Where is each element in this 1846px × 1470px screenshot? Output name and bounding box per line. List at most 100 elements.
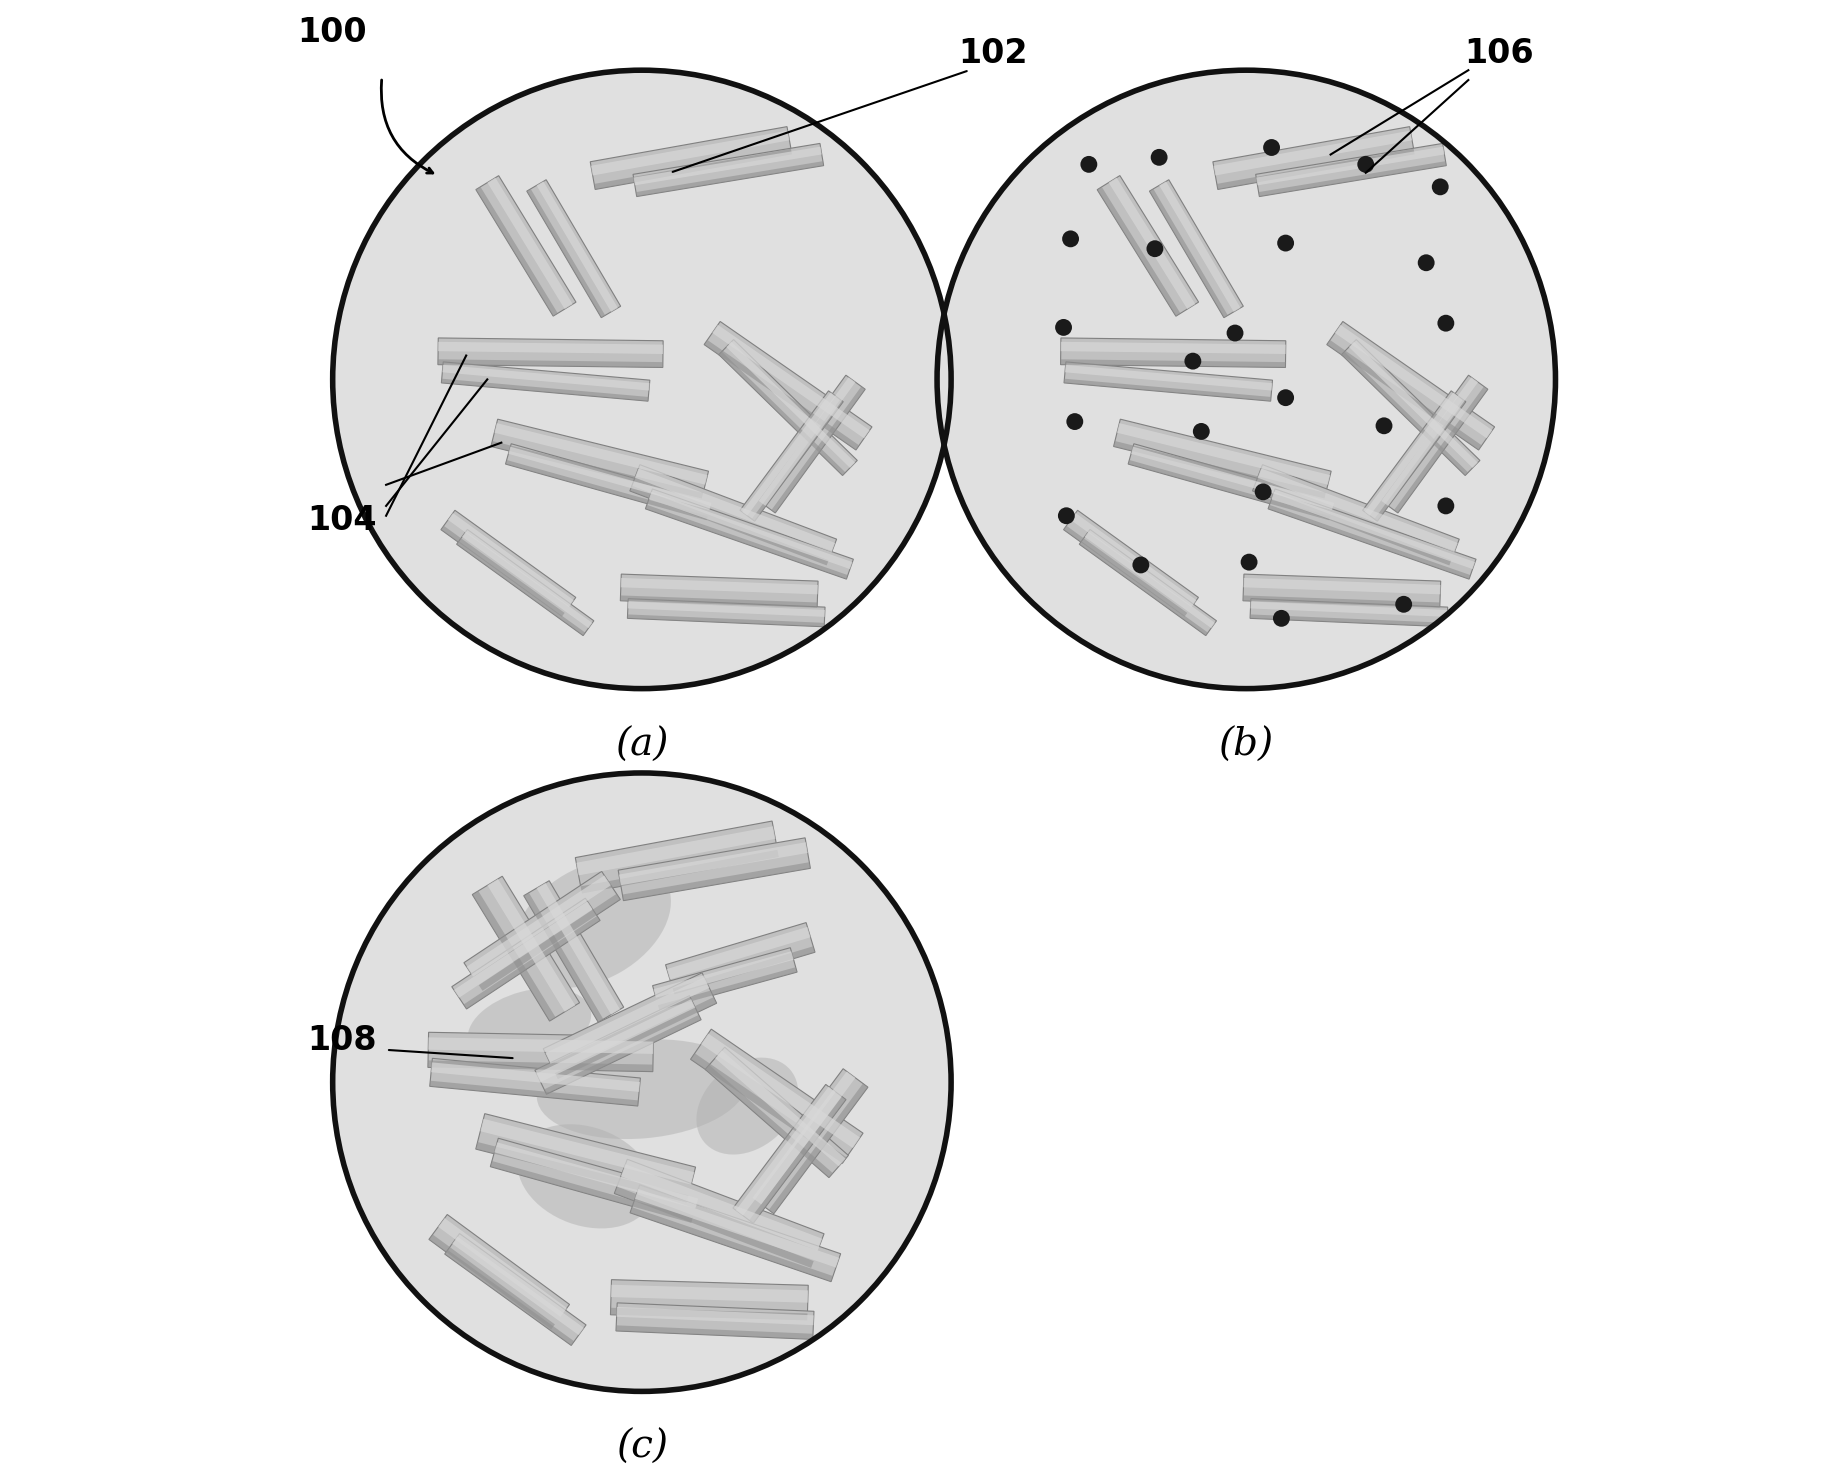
Polygon shape <box>463 916 600 1008</box>
Circle shape <box>1438 315 1455 332</box>
Circle shape <box>1146 240 1163 257</box>
Polygon shape <box>491 441 703 498</box>
Polygon shape <box>759 378 855 506</box>
Polygon shape <box>751 400 844 522</box>
Polygon shape <box>1257 147 1444 185</box>
Polygon shape <box>1381 378 1479 506</box>
Polygon shape <box>1063 510 1198 617</box>
Circle shape <box>1058 507 1074 525</box>
Polygon shape <box>441 510 576 617</box>
Polygon shape <box>428 1060 653 1072</box>
Circle shape <box>1263 140 1279 156</box>
Polygon shape <box>428 1038 653 1054</box>
Polygon shape <box>476 1142 689 1202</box>
Polygon shape <box>617 1302 814 1339</box>
Polygon shape <box>1132 447 1335 510</box>
Polygon shape <box>1128 460 1331 520</box>
Polygon shape <box>443 365 650 391</box>
Polygon shape <box>1097 187 1180 316</box>
Polygon shape <box>768 1083 868 1214</box>
Polygon shape <box>445 1250 574 1345</box>
Polygon shape <box>526 179 620 318</box>
Polygon shape <box>1242 575 1440 607</box>
Polygon shape <box>1335 325 1492 438</box>
Polygon shape <box>524 881 624 1022</box>
Polygon shape <box>438 338 663 368</box>
Polygon shape <box>441 526 565 617</box>
Polygon shape <box>1085 532 1215 628</box>
Polygon shape <box>666 923 814 994</box>
Polygon shape <box>1272 492 1475 569</box>
Polygon shape <box>629 485 829 566</box>
Polygon shape <box>690 1029 864 1163</box>
Polygon shape <box>1394 387 1488 513</box>
Polygon shape <box>618 838 810 901</box>
Polygon shape <box>1063 362 1272 401</box>
Polygon shape <box>635 469 834 553</box>
Polygon shape <box>1213 131 1412 175</box>
Polygon shape <box>537 1000 696 1082</box>
Polygon shape <box>637 162 823 197</box>
Polygon shape <box>452 898 600 1008</box>
Polygon shape <box>1150 179 1244 318</box>
Circle shape <box>1241 554 1257 570</box>
Polygon shape <box>646 490 853 579</box>
Circle shape <box>1277 235 1294 251</box>
Polygon shape <box>524 892 604 1022</box>
Circle shape <box>1255 484 1272 500</box>
Polygon shape <box>657 967 797 1010</box>
Polygon shape <box>617 1326 812 1339</box>
Polygon shape <box>1063 526 1187 617</box>
Polygon shape <box>1268 504 1471 579</box>
Polygon shape <box>1250 614 1447 626</box>
Circle shape <box>1432 178 1449 196</box>
Polygon shape <box>1063 379 1272 401</box>
Polygon shape <box>463 872 620 991</box>
Polygon shape <box>478 894 620 991</box>
Circle shape <box>1132 557 1150 573</box>
Polygon shape <box>629 1185 840 1282</box>
Polygon shape <box>476 187 557 316</box>
Polygon shape <box>508 447 711 510</box>
Polygon shape <box>772 387 866 513</box>
Polygon shape <box>1213 126 1414 190</box>
Polygon shape <box>476 176 576 316</box>
Polygon shape <box>1071 513 1196 607</box>
Polygon shape <box>495 1142 698 1208</box>
Polygon shape <box>1342 340 1480 475</box>
Polygon shape <box>1061 338 1287 368</box>
Polygon shape <box>1080 541 1207 635</box>
Polygon shape <box>473 891 556 1022</box>
Polygon shape <box>703 340 858 450</box>
Text: (a): (a) <box>615 726 668 763</box>
Polygon shape <box>611 1280 809 1320</box>
Polygon shape <box>620 595 818 607</box>
Circle shape <box>1396 595 1412 613</box>
Circle shape <box>1277 390 1294 406</box>
Polygon shape <box>622 863 810 901</box>
Polygon shape <box>1097 175 1198 316</box>
Polygon shape <box>535 995 701 1094</box>
Polygon shape <box>1375 400 1466 522</box>
Polygon shape <box>594 148 792 190</box>
Text: (b): (b) <box>1218 726 1274 763</box>
Polygon shape <box>462 532 593 628</box>
Polygon shape <box>1349 341 1479 467</box>
Polygon shape <box>1364 392 1458 516</box>
Polygon shape <box>441 362 650 401</box>
Polygon shape <box>633 144 823 197</box>
Polygon shape <box>740 391 844 522</box>
Polygon shape <box>487 879 576 1011</box>
Polygon shape <box>441 379 648 401</box>
Polygon shape <box>456 541 585 635</box>
Polygon shape <box>591 131 790 175</box>
Circle shape <box>1418 254 1434 270</box>
Ellipse shape <box>537 1039 748 1139</box>
Polygon shape <box>672 947 814 994</box>
Circle shape <box>1150 148 1167 166</box>
Polygon shape <box>714 1051 845 1166</box>
Polygon shape <box>473 876 580 1022</box>
Circle shape <box>1438 497 1455 514</box>
Polygon shape <box>1065 365 1272 391</box>
Polygon shape <box>1113 419 1331 498</box>
